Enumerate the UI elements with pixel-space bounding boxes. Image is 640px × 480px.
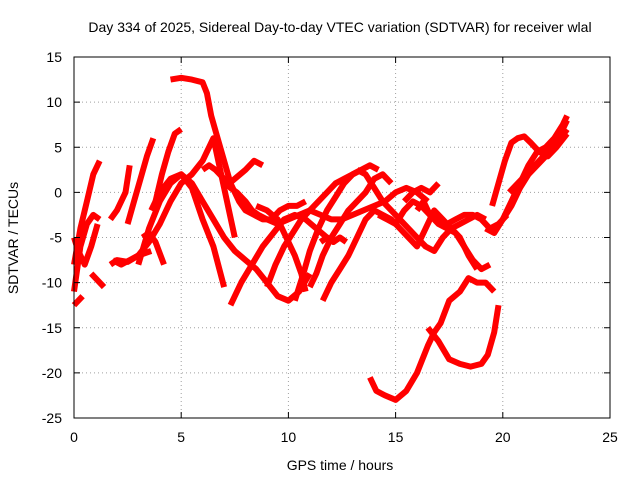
y-tick-label: 15 [46,49,62,65]
y-tick-label: 0 [54,184,62,200]
y-tick-label: -20 [42,365,62,381]
x-tick-label: 15 [388,429,404,445]
series-line [222,157,265,191]
series-line [507,127,570,195]
x-tick-label: 25 [602,429,618,445]
y-tick-label: -15 [42,320,62,336]
y-tick-label: -10 [42,275,62,291]
chart-title: Day 334 of 2025, Sidereal Day-to-day VTE… [88,19,591,35]
series-line [425,304,502,370]
series-line [124,137,157,225]
series-line [377,198,510,232]
series-line [107,164,133,222]
y-tick-label: 5 [54,139,62,155]
series-line [291,162,380,302]
series-line [402,181,441,204]
series-line [500,118,570,222]
series-line [307,171,394,289]
y-tick-label: -25 [42,410,62,426]
x-tick-label: 10 [281,429,297,445]
y-axis-label: SDTVAR / TECUs [5,182,21,294]
series-line [111,135,238,268]
series-line [170,74,307,223]
series-line [71,211,102,293]
series-line [71,294,85,308]
series-line [318,234,349,245]
x-tick-label: 0 [70,429,78,445]
x-axis-label: GPS time / hours [287,457,394,473]
series-line [148,171,228,288]
series-line [367,275,497,403]
series-line [71,159,103,266]
series-line [152,126,183,203]
series-line [89,271,107,290]
x-tick-label: 5 [177,429,185,445]
series-line [355,167,488,254]
axis-ticks: 0 5 10 15 20 25 -25 -20 -15 -10 -5 0 5 10 15 [42,49,618,445]
series-line [135,171,313,304]
series-line [414,198,492,273]
y-tick-label: 10 [46,94,62,110]
x-tick-label: 20 [495,429,511,445]
plot-series [71,74,570,403]
y-tick-label: -5 [50,230,63,246]
series-line [71,223,101,268]
